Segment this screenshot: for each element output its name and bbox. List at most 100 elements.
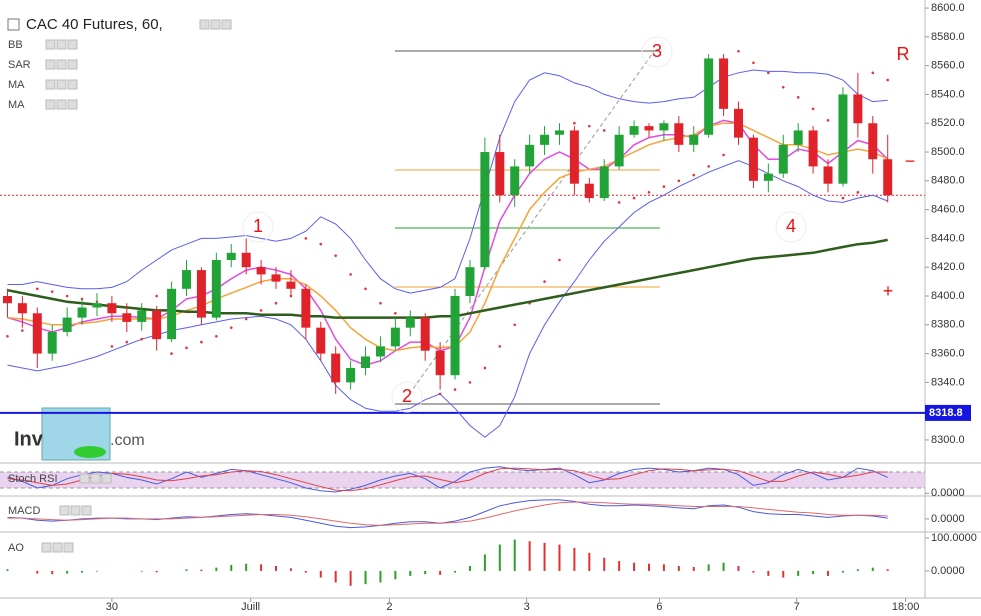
candle-body <box>346 367 356 383</box>
candle-body <box>286 281 296 289</box>
sar-dot <box>886 78 890 82</box>
candle-body <box>2 295 12 304</box>
settings-icon[interactable] <box>79 473 90 484</box>
settings-icon[interactable] <box>45 99 56 110</box>
candle-body <box>734 108 744 138</box>
y-tick-label: 8580.0 <box>931 31 965 43</box>
candle-body <box>271 274 281 282</box>
candle-body <box>62 317 72 332</box>
candle-body <box>167 288 177 340</box>
logo-text: .com <box>110 432 145 449</box>
sar-dot <box>229 326 233 329</box>
settings-icon[interactable] <box>210 19 221 30</box>
sar-dot <box>364 287 367 291</box>
settings-icon[interactable] <box>90 473 101 484</box>
indicator-label: MA <box>8 99 25 111</box>
annotation-circle <box>775 211 807 243</box>
settings-icon[interactable] <box>56 79 67 90</box>
sar-dot <box>35 287 39 291</box>
y-tick-label: 8480.0 <box>931 175 965 187</box>
pane-label: MACD <box>8 505 40 517</box>
y-tick-label: 8400.0 <box>931 290 965 302</box>
annotation: − <box>905 151 916 171</box>
settings-icon[interactable] <box>56 59 67 70</box>
candle-body <box>435 350 445 376</box>
annotation: 4 <box>786 216 796 236</box>
sar-dot <box>125 340 129 344</box>
settings-icon[interactable] <box>67 59 78 70</box>
settings-icon[interactable] <box>45 79 56 90</box>
indicator-label: SAR <box>8 59 31 71</box>
x-tick-label: 7 <box>794 601 800 613</box>
candle-body <box>211 260 221 318</box>
sar-dot <box>722 153 725 157</box>
settings-icon[interactable] <box>221 19 232 30</box>
y-tick-label: 8560.0 <box>931 60 965 72</box>
indicator-line <box>7 501 888 526</box>
settings-icon[interactable] <box>45 39 56 50</box>
candle-body <box>704 58 714 135</box>
settings-icon[interactable] <box>67 99 78 110</box>
sar-dot <box>662 185 666 188</box>
sar-dot <box>617 201 621 204</box>
sar-dot <box>200 340 203 344</box>
band <box>0 472 925 489</box>
sar-dot <box>767 71 770 75</box>
candle-body <box>361 356 371 368</box>
settings-icon[interactable] <box>63 542 74 553</box>
y-tick-label: 8360.0 <box>931 347 965 359</box>
trend-line <box>404 49 656 401</box>
candle-body <box>152 310 162 340</box>
sar-dot <box>573 121 576 125</box>
candle-body <box>554 130 564 135</box>
logo-badge <box>74 446 106 458</box>
sar-dot <box>632 196 636 200</box>
candle-body <box>196 270 206 318</box>
indicator-line <box>7 466 888 493</box>
sar-dot <box>259 309 263 312</box>
sar-dot <box>438 392 442 396</box>
candle-body <box>17 303 27 314</box>
candle-body <box>480 152 490 268</box>
settings-icon[interactable] <box>70 505 81 516</box>
y-tick-label: 8500.0 <box>931 146 965 158</box>
candle-body <box>107 303 117 314</box>
chart-title: CAC 40 Futures, 60, <box>26 16 163 33</box>
bb-upper <box>7 69 888 294</box>
settings-icon[interactable] <box>81 505 92 516</box>
sar-dot <box>558 258 561 262</box>
sar-dot <box>155 294 158 298</box>
candle-body <box>495 152 505 196</box>
candle-body <box>525 144 535 167</box>
settings-icon[interactable] <box>56 39 67 50</box>
settings-icon[interactable] <box>67 79 78 90</box>
candle-body <box>316 327 326 354</box>
candle-body <box>181 270 191 289</box>
x-tick-label: 18:00 <box>892 601 920 613</box>
settings-icon[interactable] <box>67 39 78 50</box>
sar-dot <box>543 280 546 283</box>
candle-body <box>420 317 430 351</box>
settings-icon[interactable] <box>52 542 63 553</box>
settings-icon[interactable] <box>45 59 56 70</box>
candle-body <box>375 346 385 357</box>
indicator-line <box>7 499 888 529</box>
sar-dot <box>737 49 740 53</box>
settings-icon[interactable] <box>56 99 67 110</box>
candle-body <box>599 166 609 199</box>
sar-dot <box>349 273 352 276</box>
annotation-circle <box>641 36 673 68</box>
settings-icon[interactable] <box>59 505 70 516</box>
settings-icon[interactable] <box>199 19 210 30</box>
y-tick-label: 0.0000 <box>931 513 965 525</box>
candle-body <box>838 94 848 184</box>
collapse-icon[interactable] <box>7 18 20 31</box>
sar-dot <box>677 179 681 183</box>
y-tick-label: 8540.0 <box>931 88 965 100</box>
sar-dot <box>856 191 860 194</box>
candle-body <box>823 166 833 184</box>
sar-dot <box>588 124 591 128</box>
settings-icon[interactable] <box>101 473 112 484</box>
settings-icon[interactable] <box>41 542 52 553</box>
